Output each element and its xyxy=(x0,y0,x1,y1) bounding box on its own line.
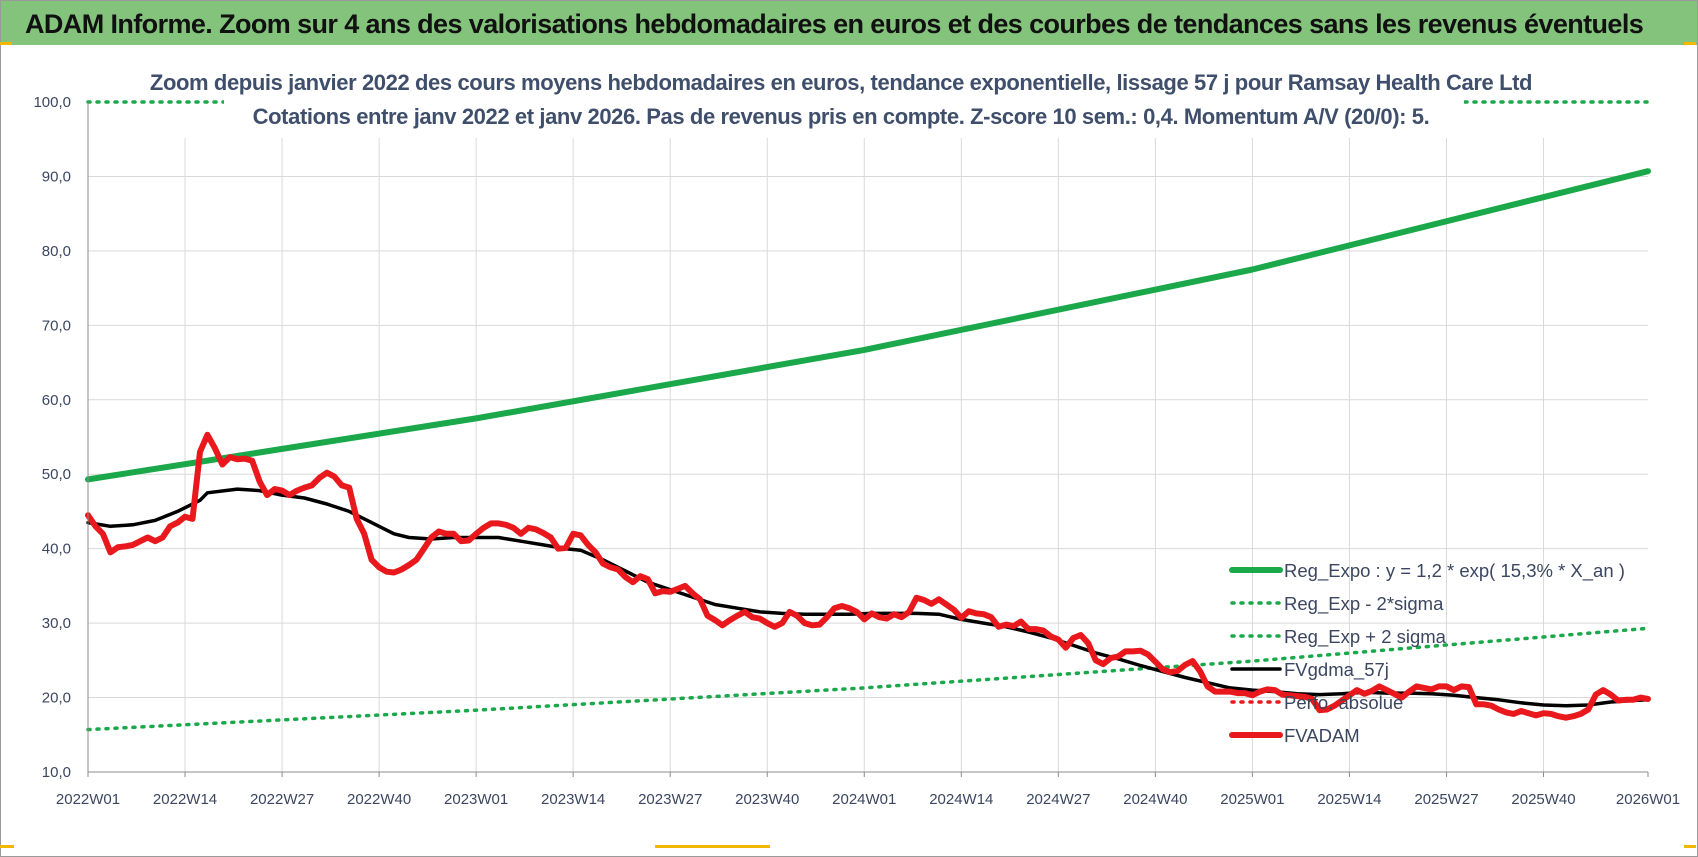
legend-label-0: Reg_Expo : y = 1,2 * exp( 15,3% * X_an ) xyxy=(1284,560,1625,582)
x-tick-label: 2025W40 xyxy=(1511,791,1575,808)
corner-marker-bottom-left xyxy=(0,845,14,848)
y-tick-label: 60,0 xyxy=(42,392,71,409)
x-tick-label: 2023W14 xyxy=(541,791,605,808)
report-header: ADAM Informe. Zoom sur 4 ans des valoris… xyxy=(1,1,1697,45)
legend-label-2: Reg_Exp + 2 sigma xyxy=(1284,626,1447,648)
y-tick-label: 40,0 xyxy=(42,541,71,558)
x-tick-label: 2026W01 xyxy=(1616,791,1680,808)
x-tick-label: 2023W27 xyxy=(638,791,702,808)
chart-subtitle: Cotations entre janv 2022 et janv 2026. … xyxy=(253,104,1430,129)
x-tick-label: 2022W14 xyxy=(153,791,217,808)
y-tick-label: 100,0 xyxy=(33,94,71,111)
legend-label-3: FVgdma_57j xyxy=(1284,659,1389,681)
legend-label-4: Perfo. absolue xyxy=(1284,692,1403,713)
series-line-5 xyxy=(85,431,1651,721)
y-tick-label: 20,0 xyxy=(42,690,71,707)
axis-layer: 10,0 20,0 30,0 40,0 50,0 60,0 70,0 80,0 90,0 100,… xyxy=(33,94,1680,808)
legend-label-5: FVADAM xyxy=(1284,725,1360,746)
series-line-1 xyxy=(86,626,1650,732)
corner-marker-bottom-right xyxy=(1684,845,1696,848)
x-tick-label: 2024W40 xyxy=(1123,791,1187,808)
legend-label-1: Reg_Exp - 2*sigma xyxy=(1284,593,1444,615)
x-tick-label: 2023W40 xyxy=(735,791,799,808)
x-tick-label: 2022W40 xyxy=(347,791,411,808)
x-tick-label: 2022W27 xyxy=(250,791,314,808)
title-backdrop xyxy=(224,64,1464,135)
x-tick-label: 2024W01 xyxy=(832,791,896,808)
grid-layer xyxy=(88,138,1648,772)
y-tick-label: 50,0 xyxy=(42,466,71,483)
y-tick-label: 80,0 xyxy=(42,243,71,260)
x-tick-label: 2025W27 xyxy=(1414,791,1478,808)
y-tick-label: 10,0 xyxy=(42,764,71,781)
x-tick-label: 2024W27 xyxy=(1026,791,1090,808)
report-title: ADAM Informe. Zoom sur 4 ans des valoris… xyxy=(25,9,1644,39)
corner-marker-top-left xyxy=(0,42,12,45)
corner-marker-bottom-center xyxy=(655,845,770,848)
y-tick-label: 30,0 xyxy=(42,615,71,632)
x-tick-label: 2024W14 xyxy=(929,791,993,808)
y-tick-label: 90,0 xyxy=(42,168,71,185)
x-tick-label: 2025W01 xyxy=(1220,791,1284,808)
y-tick-label: 70,0 xyxy=(42,317,71,334)
corner-marker-top-right xyxy=(1684,42,1696,45)
chart-title: Zoom depuis janvier 2022 des cours moyen… xyxy=(150,70,1532,95)
series-line-0 xyxy=(85,168,1651,483)
legend: Reg_Expo : y = 1,2 * exp( 15,3% * X_an )… xyxy=(1229,560,1625,746)
x-tick-label: 2023W01 xyxy=(444,791,508,808)
x-tick-label: 2022W01 xyxy=(56,791,120,808)
x-tick-label: 2025W14 xyxy=(1317,791,1381,808)
